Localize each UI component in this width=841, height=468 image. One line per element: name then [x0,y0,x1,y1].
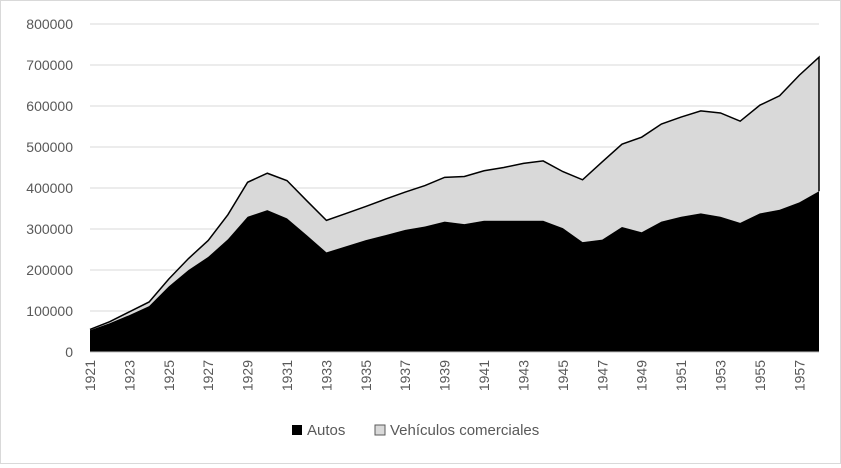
y-tick-label: 300000 [26,221,73,237]
x-tick-label: 1953 [712,360,728,391]
y-axis-tick-labels: 0 100000 200000 300000 400000 500000 600000 700… [26,16,73,360]
x-tick-label: 1949 [634,360,650,391]
y-tick-label: 400000 [26,180,73,196]
x-tick-label: 1925 [161,360,177,391]
x-tick-label: 1933 [318,360,334,391]
x-tick-label: 1939 [437,360,453,391]
legend-label: Vehículos comerciales [390,422,539,439]
y-tick-label: 0 [65,344,73,360]
x-tick-label: 1945 [555,360,571,391]
x-tick-label: 1943 [515,360,531,391]
legend-label: Autos [307,422,345,439]
x-tick-label: 1947 [594,360,610,391]
y-tick-label: 700000 [26,57,73,73]
y-tick-label: 200000 [26,262,73,278]
legend-swatch [374,424,386,436]
x-tick-label: 1937 [397,360,413,391]
x-tick-label: 1955 [752,360,768,391]
x-tick-label: 1927 [200,360,216,391]
legend-swatch [292,425,302,435]
x-tick-label: 1931 [279,360,295,391]
x-tick-label: 1923 [121,360,137,391]
area-autos [90,191,819,352]
series-outline [89,55,820,331]
x-tick-label: 1929 [240,360,256,391]
y-tick-label: 500000 [26,139,73,155]
x-tick-label: 1951 [673,360,689,391]
y-tick-label: 100000 [26,303,73,319]
area-vehiculos-comerciales [90,57,819,353]
x-tick-label: 1957 [791,360,807,391]
x-tick-label: 1941 [476,360,492,391]
y-tick-label: 800000 [26,16,73,32]
legend: Autos Vehículos comerciales [292,422,539,439]
x-axis-tick-labels: 1921 1923 1925 1927 1929 1931 1933 1935 1937 1939… [82,360,807,391]
x-tick-label: 1921 [82,360,98,391]
x-tick-label: 1935 [358,360,374,391]
area-series [89,55,820,353]
y-tick-label: 600000 [26,98,73,114]
